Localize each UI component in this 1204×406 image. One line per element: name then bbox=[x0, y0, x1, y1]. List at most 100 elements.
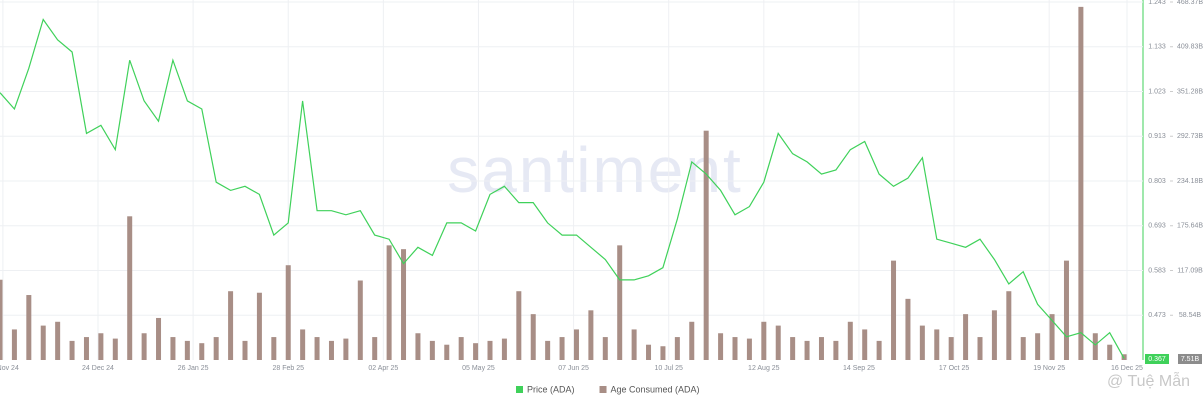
bar bbox=[775, 325, 781, 360]
bar bbox=[1049, 314, 1055, 360]
y-tick-label: 1.133 bbox=[1148, 44, 1166, 51]
y-tick-label: 0.693 bbox=[1148, 223, 1166, 230]
x-tick-label: 05 May 25 bbox=[462, 365, 495, 372]
bar bbox=[328, 340, 334, 360]
credit: @ Tuệ Mẫn bbox=[1107, 371, 1190, 390]
y2-tick-label: 234.18B bbox=[1177, 178, 1203, 185]
y-tick-label: 0.473 bbox=[1148, 312, 1166, 319]
bar bbox=[602, 337, 608, 360]
bar bbox=[0, 279, 3, 360]
y2-tick-label: 58.54B bbox=[1179, 312, 1202, 319]
y2-tick-label: 409.83B bbox=[1177, 44, 1203, 51]
bar bbox=[199, 343, 205, 360]
bar bbox=[213, 337, 219, 360]
y2-tick-label: 292.73B bbox=[1177, 133, 1203, 140]
bar bbox=[934, 329, 940, 360]
bar bbox=[473, 343, 479, 360]
bar bbox=[905, 298, 911, 360]
last-value-box bbox=[1178, 354, 1202, 364]
bar bbox=[401, 249, 407, 360]
y-tick-label: 0.803 bbox=[1148, 178, 1166, 185]
bar bbox=[285, 265, 291, 360]
bar bbox=[386, 245, 392, 360]
bar bbox=[141, 333, 147, 360]
bar bbox=[631, 329, 637, 360]
bar bbox=[26, 295, 32, 360]
bar bbox=[891, 260, 897, 360]
y2-tick-label: 117.09B bbox=[1177, 267, 1203, 274]
bar bbox=[573, 329, 579, 360]
x-tick-label: 26 Jan 25 bbox=[178, 365, 209, 372]
bar bbox=[876, 340, 882, 360]
legend-swatch bbox=[516, 386, 523, 393]
bar bbox=[83, 337, 89, 360]
bar bbox=[501, 338, 507, 360]
x-tick-label: 02 Apr 25 bbox=[368, 365, 398, 372]
last-value-label: 0.367 bbox=[1148, 356, 1166, 363]
y2-tick-label: 468.37B bbox=[1177, 0, 1203, 6]
bar bbox=[357, 280, 363, 360]
bar bbox=[847, 321, 853, 360]
bar bbox=[458, 337, 464, 360]
bar bbox=[98, 333, 104, 360]
bar bbox=[1006, 291, 1012, 360]
y2-tick-label: 175.64B bbox=[1177, 223, 1203, 230]
x-tick-label: 21 Nov 24 bbox=[0, 365, 19, 372]
bar bbox=[919, 325, 925, 360]
watermark: santiment bbox=[447, 134, 742, 206]
bar bbox=[228, 291, 234, 360]
bar bbox=[1063, 260, 1069, 360]
bar bbox=[156, 317, 162, 360]
y-tick-label: 0.583 bbox=[1148, 267, 1166, 274]
x-tick-label: 24 Dec 24 bbox=[82, 365, 114, 372]
bar bbox=[689, 321, 695, 360]
bar bbox=[963, 314, 969, 360]
bar bbox=[674, 337, 680, 360]
bar bbox=[343, 338, 349, 360]
bar bbox=[1035, 333, 1041, 360]
bar bbox=[429, 340, 435, 360]
bar bbox=[588, 310, 594, 360]
bar bbox=[559, 337, 565, 360]
y-tick-label: 1.243 bbox=[1148, 0, 1166, 6]
y2-tick-label: 351.28B bbox=[1177, 88, 1203, 95]
bar bbox=[646, 344, 652, 360]
bar bbox=[977, 337, 983, 360]
bar bbox=[833, 340, 839, 360]
last-value-label: 7.51B bbox=[1181, 356, 1200, 363]
x-tick-label: 19 Nov 25 bbox=[1033, 365, 1065, 372]
bar bbox=[530, 314, 536, 360]
bar bbox=[11, 329, 17, 360]
bar bbox=[545, 340, 551, 360]
x-tick-label: 14 Sep 25 bbox=[843, 365, 875, 372]
bar bbox=[487, 340, 493, 360]
bar bbox=[112, 338, 118, 360]
bar bbox=[184, 340, 190, 360]
legend-label: Price (ADA) bbox=[527, 384, 575, 394]
bar bbox=[718, 333, 724, 360]
bar bbox=[314, 337, 320, 360]
bar bbox=[40, 325, 46, 360]
bar bbox=[746, 338, 752, 360]
price-line bbox=[0, 18, 1125, 359]
x-tick-label: 17 Oct 25 bbox=[939, 365, 969, 372]
bar bbox=[69, 340, 75, 360]
x-tick-label: 10 Jul 25 bbox=[654, 365, 683, 372]
bar bbox=[1107, 344, 1113, 360]
x-tick-label: 28 Feb 25 bbox=[272, 365, 304, 372]
bar bbox=[703, 130, 709, 360]
bar bbox=[256, 292, 262, 360]
bar bbox=[127, 216, 133, 360]
bar bbox=[516, 291, 522, 360]
x-tick-label: 07 Jun 25 bbox=[558, 365, 589, 372]
bar bbox=[242, 340, 248, 360]
bar bbox=[862, 329, 868, 360]
bar bbox=[444, 344, 450, 360]
bar bbox=[948, 337, 954, 360]
bar bbox=[372, 337, 378, 360]
x-tick-label: 12 Aug 25 bbox=[748, 365, 780, 372]
bar bbox=[55, 321, 61, 360]
bar bbox=[1078, 6, 1084, 361]
y-tick-label: 0.913 bbox=[1148, 133, 1166, 140]
